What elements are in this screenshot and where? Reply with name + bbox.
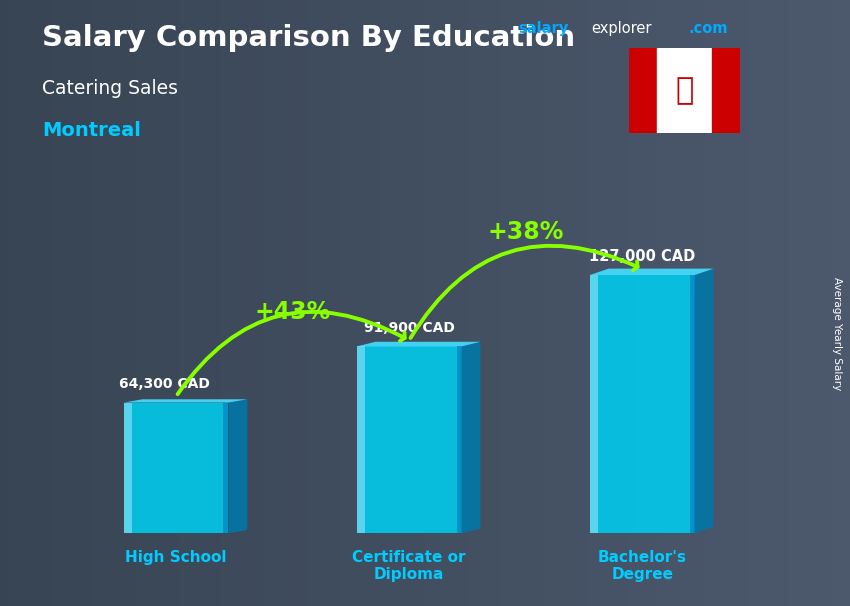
Polygon shape <box>123 399 247 402</box>
Text: 🍁: 🍁 <box>675 76 694 105</box>
Bar <box>456 347 462 533</box>
Text: +38%: +38% <box>487 220 564 244</box>
Bar <box>711 48 740 133</box>
Bar <box>357 347 365 533</box>
Text: Average Yearly Salary: Average Yearly Salary <box>832 277 842 390</box>
Bar <box>590 275 694 533</box>
Bar <box>590 275 598 533</box>
Text: Bachelor's
Degree: Bachelor's Degree <box>598 550 687 582</box>
Polygon shape <box>694 268 713 533</box>
Bar <box>224 402 229 533</box>
Polygon shape <box>357 342 480 347</box>
Text: Catering Sales: Catering Sales <box>42 79 178 98</box>
Bar <box>357 347 462 533</box>
Polygon shape <box>462 342 480 533</box>
Bar <box>123 402 132 533</box>
Bar <box>123 402 229 533</box>
Polygon shape <box>590 268 713 275</box>
Text: salary: salary <box>518 21 569 36</box>
Polygon shape <box>229 399 247 533</box>
Text: 91,900 CAD: 91,900 CAD <box>364 321 455 335</box>
Text: High School: High School <box>125 550 227 565</box>
Text: 64,300 CAD: 64,300 CAD <box>119 378 210 391</box>
Bar <box>656 48 711 133</box>
Bar <box>629 48 656 133</box>
Bar <box>689 275 694 533</box>
Text: explorer: explorer <box>591 21 651 36</box>
Text: Montreal: Montreal <box>42 121 141 140</box>
Text: Certificate or
Diploma: Certificate or Diploma <box>353 550 466 582</box>
Text: .com: .com <box>688 21 728 36</box>
Text: 127,000 CAD: 127,000 CAD <box>589 249 695 264</box>
Text: +43%: +43% <box>254 300 331 324</box>
Text: Salary Comparison By Education: Salary Comparison By Education <box>42 24 575 52</box>
